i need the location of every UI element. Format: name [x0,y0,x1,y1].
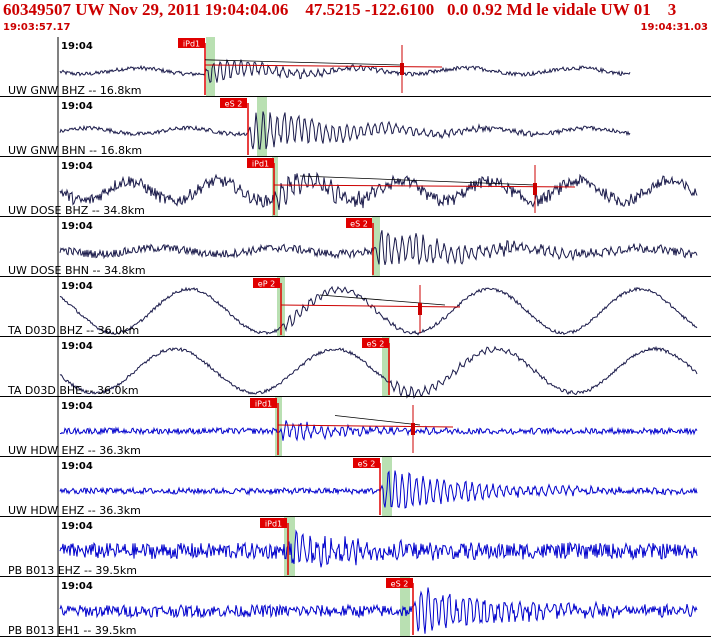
coda-duration-line [273,184,576,188]
s-window-band [372,217,380,277]
pick-label: iPd1 [252,160,269,169]
pick-box[interactable] [247,158,274,168]
pick-label: iPd1 [265,520,282,529]
pick-box[interactable] [220,98,247,108]
time-tick-label: 19:04 [61,341,93,352]
waveform [59,230,698,266]
station-label: UW GNW BHZ -- 16.8km [8,84,141,97]
start-time-label: 19:03:57.17 [3,22,71,33]
pick-box[interactable] [178,38,205,48]
waveform [59,58,631,84]
pick-label: eS 2 [350,220,368,229]
pick-label: eP 2 [258,280,275,289]
waveform [59,420,698,442]
waveform [59,587,698,634]
pick-box[interactable] [362,338,389,348]
pick-box[interactable] [260,518,287,528]
coda-fit-line [299,175,536,186]
coda-fit-line [319,294,446,306]
waveform [59,285,698,336]
time-tick-label: 19:04 [61,161,93,172]
s-window-band [382,337,390,397]
trace-row: 19:04 eS 2 PB B013 EH1 -- 39.5km [0,577,711,637]
seismogram-panel: 19:04 iPd1 UW GNW BHZ -- 16.8km 19:04 eS 2 UW… [0,37,711,637]
station-label: UW HDW EHZ -- 36.3km [8,504,141,517]
waveform [59,529,698,568]
time-tick-label: 19:04 [61,221,93,232]
trace-row: 19:04 iPd1 PB B013 EHZ -- 39.5km [0,517,711,577]
pick-label: eS 2 [391,580,409,589]
coda-duration-line [277,424,454,428]
pick-label: eS 2 [358,460,376,469]
coda-fit-line [204,59,401,66]
pick-box[interactable] [250,398,277,408]
time-tick-label: 19:04 [61,521,93,532]
time-tick-label: 19:04 [61,41,93,52]
station-label: PB B013 EH1 -- 39.5km [8,624,136,637]
pick-box[interactable] [346,218,372,228]
coda-marker-handle[interactable] [533,183,537,195]
station-label: TA D03D BHE -- 36.0km [7,384,139,397]
time-tick-label: 19:04 [61,101,93,112]
pick-box[interactable] [386,578,413,588]
time-tick-label: 19:04 [61,461,93,472]
trace-row: 19:04 iPd1 UW DOSE BHZ -- 34.8km [0,157,711,217]
time-tick-label: 19:04 [61,581,93,592]
coda-marker-handle[interactable] [418,303,422,315]
station-label: TA D03D BHZ -- 36.0km [7,324,139,337]
pick-box[interactable] [353,458,380,468]
station-label: UW DOSE BHN -- 34.8km [8,264,146,277]
trace-row: 19:04 eS 2 UW GNW BHN -- 16.8km [0,97,711,157]
trace-row: 19:04 eS 2 UW DOSE BHN -- 34.8km [0,217,711,277]
time-tick-label: 19:04 [61,401,93,412]
station-label: PB B013 EHZ -- 39.5km [8,564,137,577]
pick-box[interactable] [253,278,280,288]
coda-marker-handle[interactable] [400,63,404,75]
event-title: 60349507 UW Nov 29, 2011 19:04:04.06 47.… [3,0,677,19]
time-tick-label: 19:04 [61,281,93,292]
pick-label: eS 2 [225,100,243,109]
coda-duration-line [280,304,461,308]
end-time-label: 19:04:31.03 [640,22,708,33]
waveform [59,345,698,399]
coda-duration-line [204,64,443,68]
waveform [59,470,698,509]
trace-row: 19:04 eP 2 TA D03D BHZ -- 36.0km [0,277,711,337]
s-window-band [272,157,278,217]
station-label: UW HDW EHZ -- 36.3km [8,444,141,457]
station-label: UW GNW BHN -- 16.8km [8,144,142,157]
station-label: UW DOSE BHZ -- 34.8km [8,204,145,217]
trace-row: 19:04 iPd1 UW HDW EHZ -- 36.3km [0,397,711,457]
coda-marker-handle[interactable] [411,423,415,435]
trace-row: 19:04 iPd1 UW GNW BHZ -- 16.8km [0,37,711,97]
s-window-band [206,37,215,97]
coda-fit-line [334,415,421,426]
plot-header: 60349507 UW Nov 29, 2011 19:04:04.06 47.… [0,0,711,38]
pick-label: eS 2 [367,340,385,349]
pick-label: iPd1 [183,40,200,49]
pick-label: iPd1 [255,400,272,409]
trace-row: 19:04 eS 2 TA D03D BHE -- 36.0km [0,337,711,399]
trace-row: 19:04 eS 2 UW HDW EHZ -- 36.3km [0,457,711,517]
waveform [59,111,631,150]
